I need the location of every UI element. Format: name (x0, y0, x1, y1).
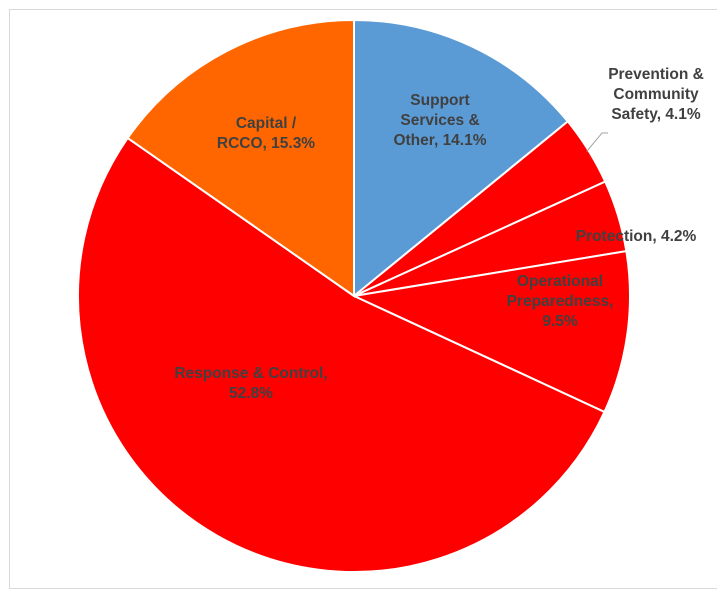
label-operational-preparedness: Operational Preparedness, 9.5% (507, 273, 614, 330)
slice-capital-rcco (126, 18, 355, 298)
pie-slices (77, 18, 631, 573)
data-labels: Support Services & Other, 14.1% Prevention … (174, 66, 703, 402)
slice-support-services-other (353, 18, 570, 299)
label-prevention-community-safety: Prevention & Community Safety, 4.1% (608, 66, 704, 123)
slice-operational-preparedness (350, 249, 631, 414)
label-capital-rcco: Capital / RCCO, 15.3% (217, 115, 315, 152)
label-protection: Protection, 4.2% (576, 228, 697, 245)
leader-lines (586, 132, 608, 152)
label-response-control: Response & Control, 52.8% (174, 365, 327, 402)
label-support-services-other: Support Services & Other, 14.1% (393, 92, 486, 149)
slice-response-control (77, 136, 606, 573)
leader-line-prevention (586, 132, 608, 152)
